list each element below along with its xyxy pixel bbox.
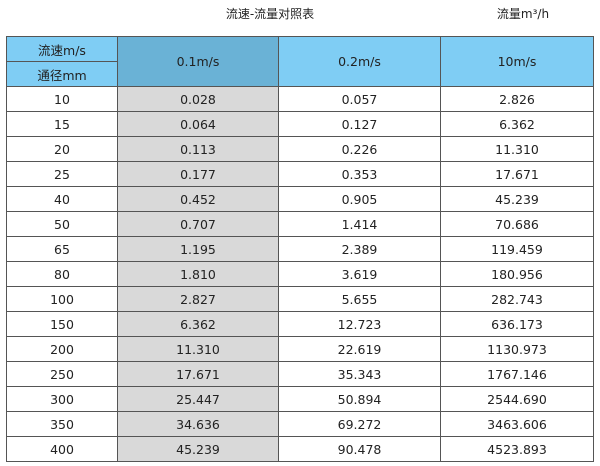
flow-cell: 70.686 [440, 211, 594, 237]
diameter-cell: 50 [6, 211, 118, 237]
table-row: 65 1.195 2.389 119.459 [6, 236, 594, 262]
flow-cell: 34.636 [117, 411, 279, 437]
diameter-cell: 25 [6, 161, 118, 187]
table-title: 流速-流量对照表 [225, 7, 315, 21]
flow-cell: 45.239 [440, 186, 594, 212]
flow-cell: 1.195 [117, 236, 279, 262]
flow-cell: 0.177 [117, 161, 279, 187]
flow-cell: 69.272 [278, 411, 441, 437]
flow-cell: 90.478 [278, 436, 441, 462]
table-row: 100 2.827 5.655 282.743 [6, 286, 594, 312]
flow-cell: 2544.690 [440, 386, 594, 412]
flow-cell: 17.671 [117, 361, 279, 387]
flow-cell: 282.743 [440, 286, 594, 312]
flow-cell: 0.353 [278, 161, 441, 187]
flow-cell: 0.028 [117, 86, 279, 112]
flow-cell: 11.310 [117, 336, 279, 362]
flow-cell: 1767.146 [440, 361, 594, 387]
header-row: 通径mm [6, 61, 594, 87]
diameter-cell: 80 [6, 261, 118, 287]
flow-cell: 11.310 [440, 136, 594, 162]
table-row: 50 0.707 1.414 70.686 [6, 211, 594, 237]
diameter-cell: 65 [6, 236, 118, 262]
flow-cell: 45.239 [117, 436, 279, 462]
flow-cell: 636.173 [440, 311, 594, 337]
flow-cell: 25.447 [117, 386, 279, 412]
diameter-cell: 350 [6, 411, 118, 437]
flow-cell: 2.389 [278, 236, 441, 262]
column-header: 10m/s [440, 36, 594, 87]
table-row: 20 0.113 0.226 11.310 [6, 136, 594, 162]
flow-table: 流速m/s 0.1m/s 0.2m/s 10m/s 通径mm 10 0.028 0.… [6, 36, 594, 462]
flow-cell: 1.810 [117, 261, 279, 287]
header-row: 流速m/s 0.1m/s 0.2m/s 10m/s [6, 36, 594, 87]
flow-cell: 0.226 [278, 136, 441, 162]
corner-velocity: 流速m/s [6, 36, 118, 62]
flow-cell: 1.414 [278, 211, 441, 237]
table-row: 40 0.452 0.905 45.239 [6, 186, 594, 212]
table-row: 150 6.362 12.723 636.173 [6, 311, 594, 337]
diameter-cell: 40 [6, 186, 118, 212]
table-row: 80 1.810 3.619 180.956 [6, 261, 594, 287]
diameter-cell: 15 [6, 111, 118, 137]
table-row: 400 45.239 90.478 4523.893 [6, 436, 594, 462]
flow-cell: 0.905 [278, 186, 441, 212]
diameter-cell: 20 [6, 136, 118, 162]
table-row: 10 0.028 0.057 2.826 [6, 86, 594, 112]
flow-cell: 50.894 [278, 386, 441, 412]
flow-cell: 180.956 [440, 261, 594, 287]
diameter-cell: 10 [6, 86, 118, 112]
flow-cell: 0.707 [117, 211, 279, 237]
flow-cell: 12.723 [278, 311, 441, 337]
diameter-cell: 300 [6, 386, 118, 412]
flow-cell: 0.057 [278, 86, 441, 112]
flow-cell: 2.827 [117, 286, 279, 312]
flow-cell: 2.826 [440, 86, 594, 112]
flow-cell: 22.619 [278, 336, 441, 362]
diameter-cell: 200 [6, 336, 118, 362]
corner-diameter: 通径mm [6, 61, 118, 87]
flow-cell: 3.619 [278, 261, 441, 287]
table-row: 25 0.177 0.353 17.671 [6, 161, 594, 187]
flow-cell: 1130.973 [440, 336, 594, 362]
flow-cell: 4523.893 [440, 436, 594, 462]
diameter-cell: 100 [6, 286, 118, 312]
column-header: 0.2m/s [278, 36, 441, 87]
flow-cell: 6.362 [440, 111, 594, 137]
flow-cell: 119.459 [440, 236, 594, 262]
table-row: 350 34.636 69.272 3463.606 [6, 411, 594, 437]
flow-cell: 0.113 [117, 136, 279, 162]
table-row: 300 25.447 50.894 2544.690 [6, 386, 594, 412]
diameter-cell: 250 [6, 361, 118, 387]
flow-cell: 17.671 [440, 161, 594, 187]
flow-cell: 3463.606 [440, 411, 594, 437]
flow-cell: 6.362 [117, 311, 279, 337]
table-row: 200 11.310 22.619 1130.973 [6, 336, 594, 362]
table-row: 15 0.064 0.127 6.362 [6, 111, 594, 137]
diameter-cell: 400 [6, 436, 118, 462]
table-row: 250 17.671 35.343 1767.146 [6, 361, 594, 387]
flow-cell: 0.452 [117, 186, 279, 212]
flow-cell: 35.343 [278, 361, 441, 387]
diameter-cell: 150 [6, 311, 118, 337]
flow-cell: 0.127 [278, 111, 441, 137]
unit-label: 流量m³/h [496, 7, 550, 21]
column-header: 0.1m/s [117, 36, 279, 87]
flow-cell: 0.064 [117, 111, 279, 137]
flow-cell: 5.655 [278, 286, 441, 312]
